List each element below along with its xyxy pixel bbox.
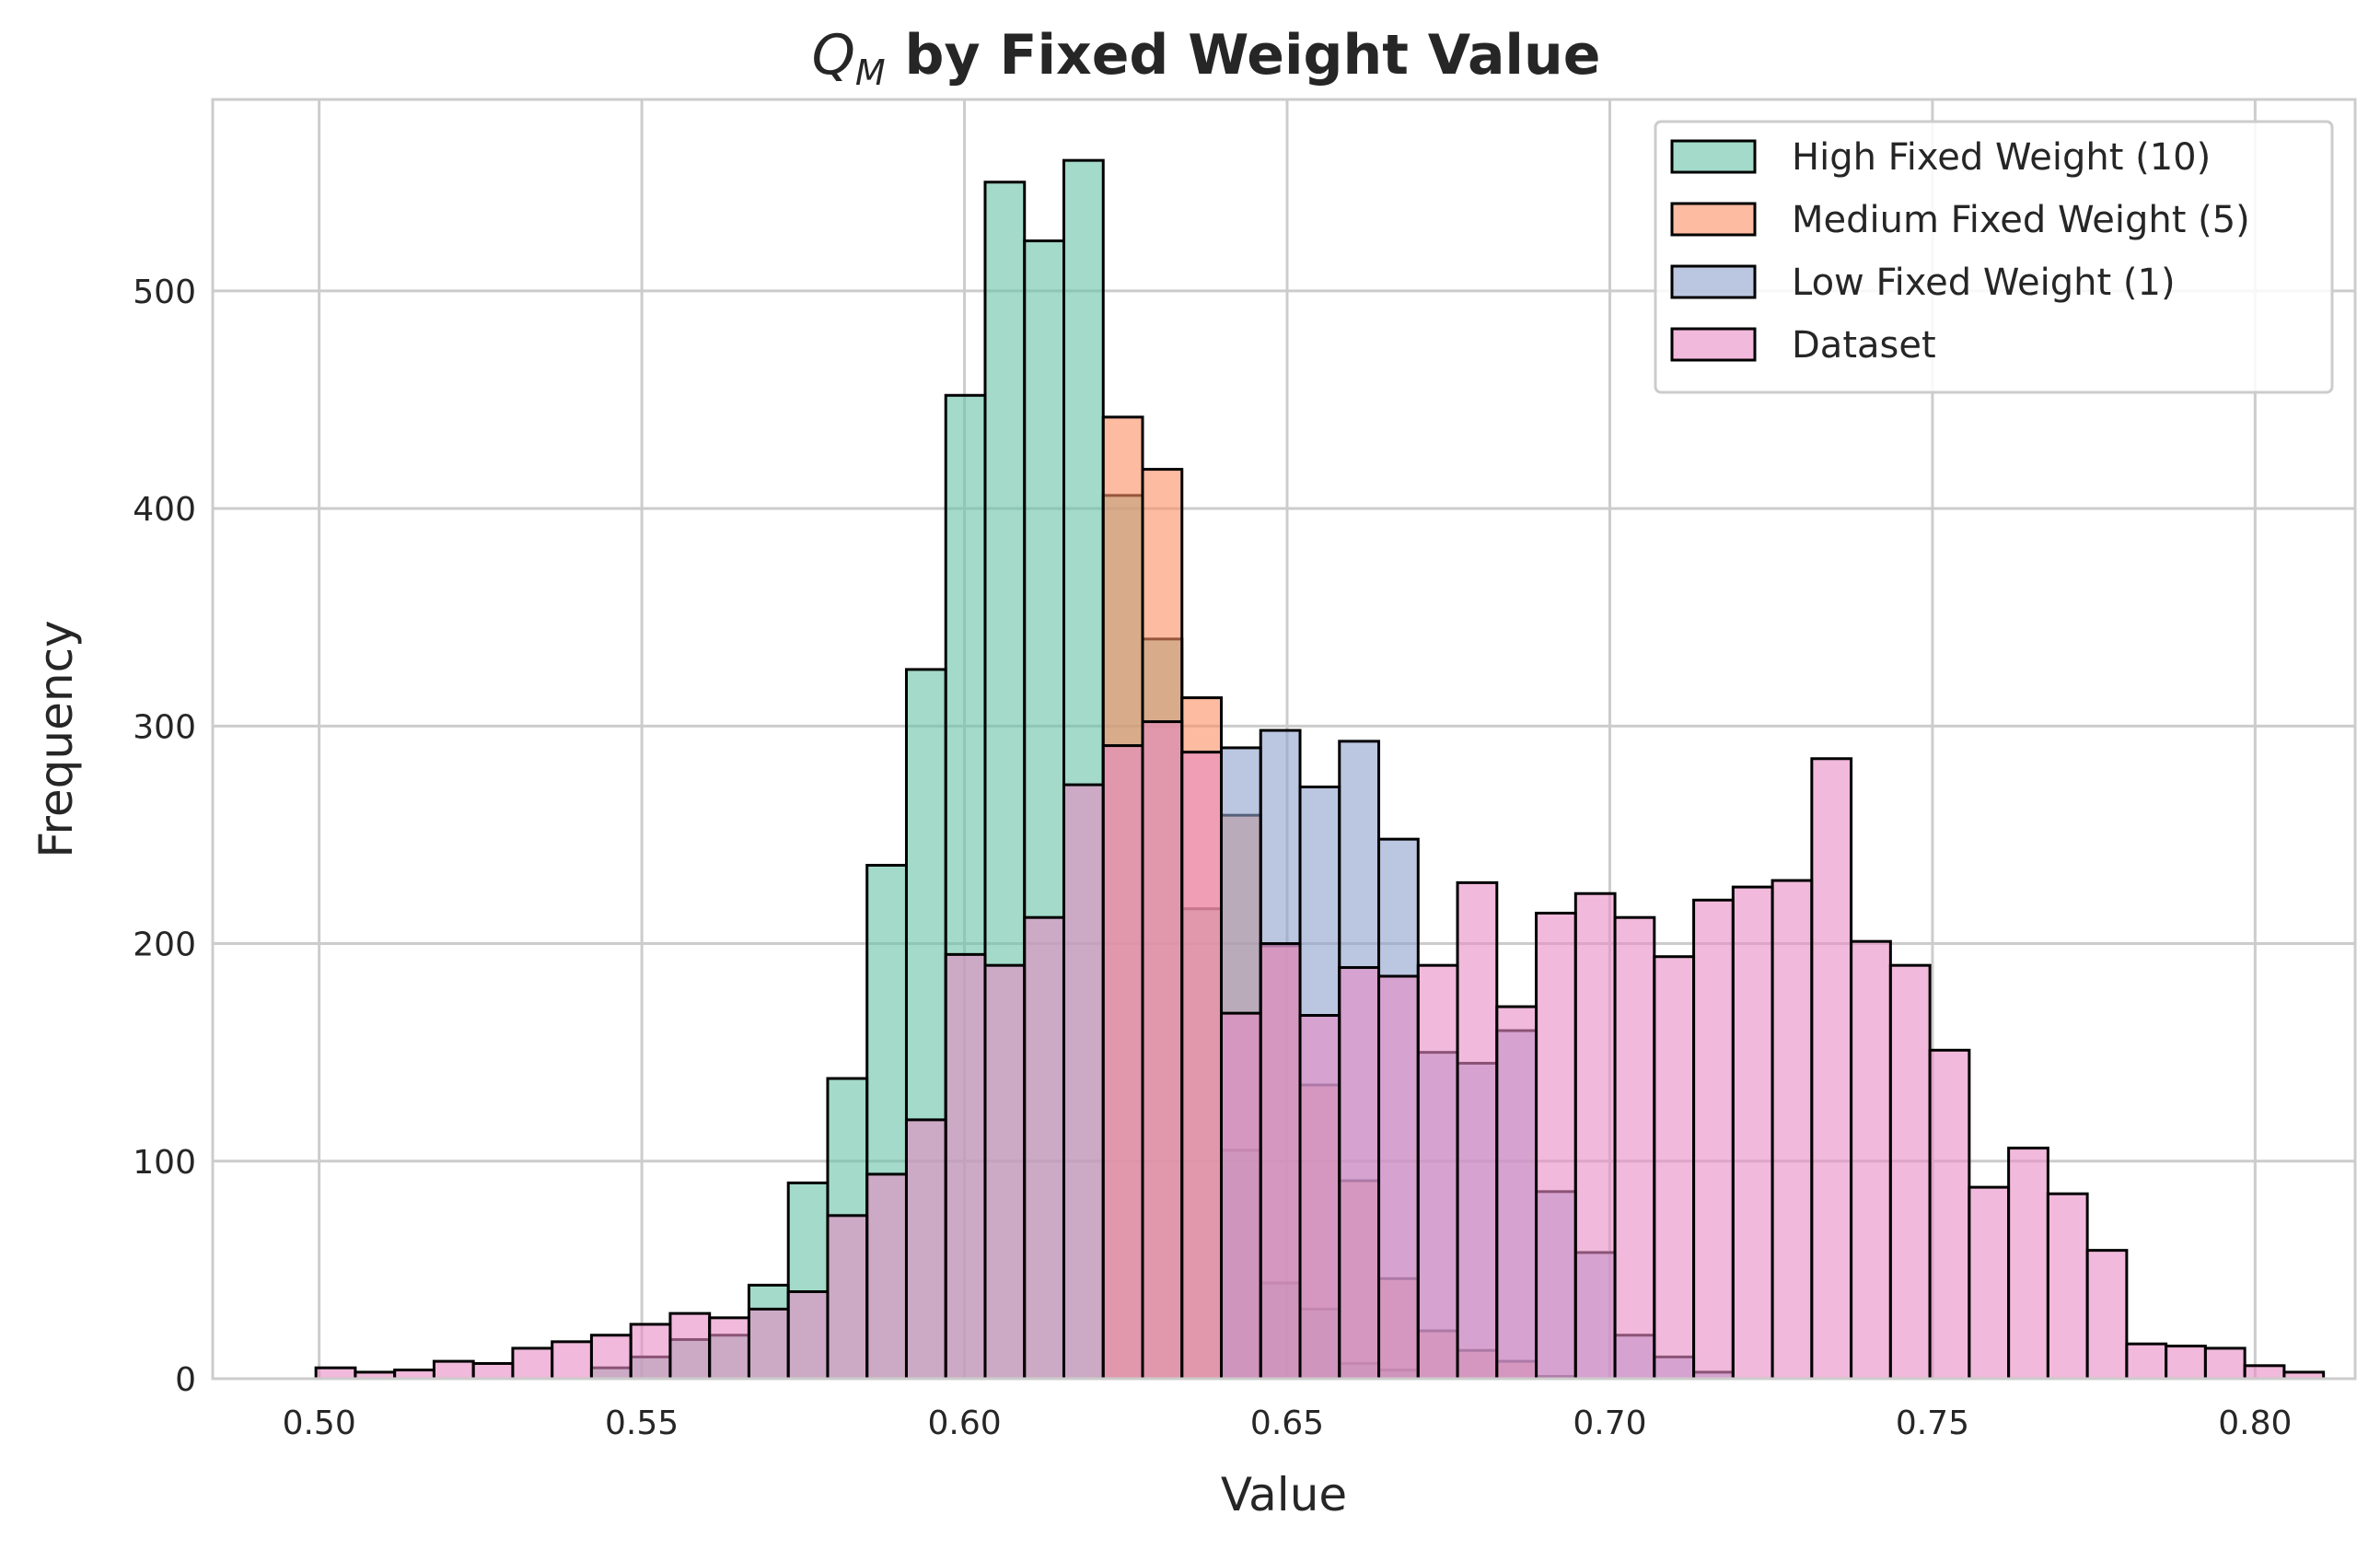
histogram-bar [1377,974,1420,1381]
title-symbol: Q [812,23,855,87]
histogram-bar [629,1323,672,1381]
series-bars [314,720,2326,1381]
histogram-bar [2243,1364,2286,1381]
histogram-bar [904,1118,947,1381]
histogram-bar [1535,911,1577,1381]
y-tick-label: 0 [175,1361,196,1399]
histogram-bar [1888,963,1932,1381]
histogram-bar [2165,1345,2207,1381]
histogram-bar [314,1366,357,1381]
histogram-bar [1101,744,1144,1381]
histogram-bar [1928,1048,1971,1381]
legend-swatch [1670,327,1757,362]
histogram-bar [1850,939,1892,1381]
histogram-bar [1573,892,1617,1381]
x-tick-label: 0.55 [605,1404,679,1442]
histogram-bar [1141,720,1184,1381]
x-tick-label: 0.80 [2218,1404,2292,1442]
histogram-bar [983,963,1027,1381]
histogram-bar [786,1290,830,1381]
histogram-bar [2203,1346,2246,1381]
histogram-bar [511,1346,554,1381]
y-tick-label: 300 [133,708,196,746]
histogram-bar [1968,1185,2011,1381]
histogram-bar [865,1172,908,1381]
legend: High Fixed Weight (10) Medium Fixed Weigh… [1654,120,2334,394]
legend-swatch [1670,202,1757,237]
histogram-bar [1338,966,1381,1381]
histogram-bar [1062,783,1105,1381]
histogram-bar [708,1316,750,1381]
histogram-bar [1770,879,1814,1381]
histogram-bar [471,1361,515,1381]
title-rest: by Fixed Weight Value [886,23,1601,87]
histogram-bar [1653,955,1696,1381]
legend-label: High Fixed Weight (10) [1792,136,2211,179]
histogram-bar [1613,915,1656,1381]
histogram-bar [1692,898,1735,1381]
histogram-bar [1023,915,1065,1381]
y-axis-title: Frequency [29,620,83,857]
legend-label: Low Fixed Weight (1) [1792,262,2176,304]
y-tick-label: 100 [133,1144,196,1182]
histogram-bar [1456,880,1499,1381]
histogram-bar [1259,942,1302,1381]
plot-frame [211,98,2357,1381]
histogram-bar [747,1307,790,1381]
legend-label: Medium Fixed Weight (5) [1792,199,2250,241]
histogram-bar [1220,1011,1262,1381]
histogram-bar [1810,757,1853,1381]
legend-box [1654,120,2334,394]
histogram-bar [1495,1005,1538,1381]
x-tick-label: 0.60 [927,1404,1001,1442]
histogram-bar [432,1359,475,1381]
x-tick-label: 0.75 [1896,1404,1969,1442]
tick-labels: 0.50 0.55 0.60 0.65 0.70 0.75 0.80 0 100 200 300 40… [133,274,2292,1442]
histogram-bar [2125,1342,2168,1381]
histogram-bar [1416,963,1459,1381]
histogram-bar [668,1311,712,1381]
legend-swatch [1670,264,1757,299]
x-tick-label: 0.70 [1573,1404,1646,1442]
histogram-bar [2085,1249,2129,1381]
legend-label: Dataset [1792,324,1936,367]
y-tick-label: 500 [133,274,196,311]
histogram-bar [2007,1147,2049,1381]
x-axis-title: Value [1221,1468,1347,1521]
x-tick-label: 0.50 [283,1404,356,1442]
y-tick-label: 200 [133,927,196,964]
histogram-bar [1180,751,1224,1381]
histogram-bar [1731,885,1774,1381]
chart-title: QM by Fixed Weight Value [812,23,1601,93]
histogram-bar [551,1340,593,1381]
histogram-bar [589,1334,633,1381]
y-tick-label: 400 [133,491,196,529]
legend-swatch [1670,139,1757,174]
x-tick-label: 0.65 [1250,1404,1324,1442]
histogram-bar [944,952,987,1381]
title-subscript: M [855,52,886,93]
histogram-bar [826,1214,869,1381]
histogram-bar [2046,1192,2089,1381]
histogram-bar [1298,1014,1341,1381]
